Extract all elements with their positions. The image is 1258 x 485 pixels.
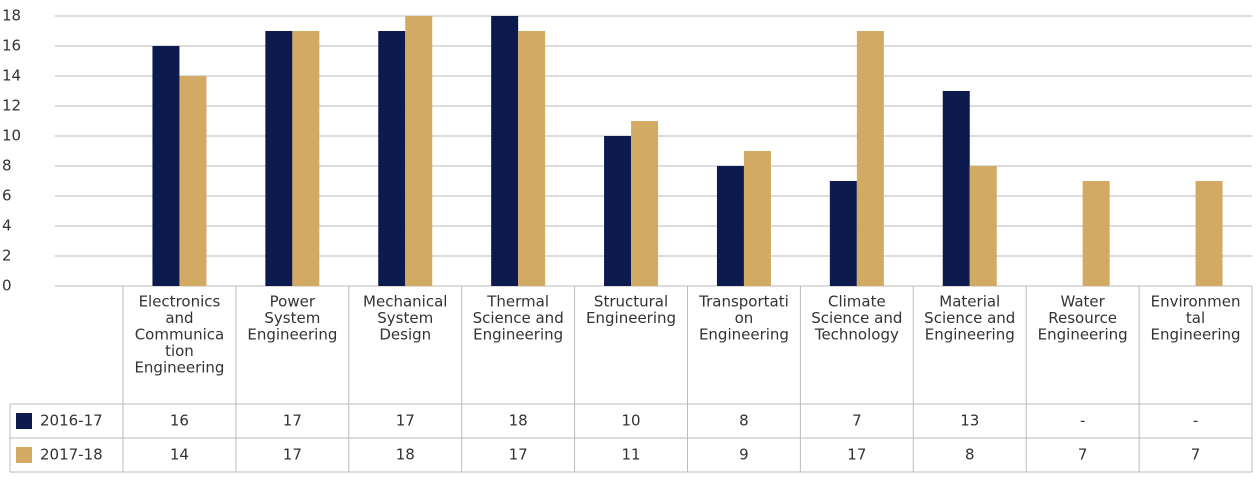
x-tick-label: System <box>264 309 320 327</box>
y-tick-label: 2 <box>2 247 12 265</box>
table-value: 18 <box>396 446 415 464</box>
x-tick-label: Electronics <box>139 293 221 311</box>
x-tick-label: Environmen <box>1151 293 1241 311</box>
bar <box>716 166 744 286</box>
table-value: 7 <box>1078 446 1088 464</box>
table-value: - <box>1193 412 1198 430</box>
bar <box>969 166 997 286</box>
x-tick-label: Engineering <box>473 326 563 344</box>
table-value: 7 <box>1191 446 1201 464</box>
x-tick-label: Science and <box>473 309 564 327</box>
bar <box>292 31 320 286</box>
table-value: 10 <box>622 412 641 430</box>
table-value: - <box>1080 412 1085 430</box>
table-value: 17 <box>283 446 302 464</box>
bar <box>152 46 180 286</box>
x-tick-label: Technology <box>814 326 899 344</box>
y-tick-label: 0 <box>2 277 12 295</box>
bar <box>856 31 884 286</box>
bar <box>491 16 519 286</box>
bar <box>405 16 433 286</box>
y-tick-label: 8 <box>2 157 12 175</box>
table-value: 18 <box>509 412 528 430</box>
y-tick-label: 10 <box>2 127 21 145</box>
bar <box>378 31 406 286</box>
x-tick-label: on <box>735 309 754 327</box>
legend-swatch <box>16 447 32 463</box>
bar <box>631 121 659 286</box>
y-tick-label: 16 <box>2 37 21 55</box>
x-tick-label: Engineering <box>134 359 224 377</box>
x-tick-label: Engineering <box>925 326 1015 344</box>
bar <box>1082 181 1110 286</box>
table-value: 13 <box>960 412 979 430</box>
bar <box>265 31 293 286</box>
bar <box>743 151 771 286</box>
table-value: 17 <box>283 412 302 430</box>
legend-swatch <box>16 413 32 429</box>
bar <box>604 136 632 286</box>
x-tick-label: System <box>377 309 433 327</box>
y-tick-label: 4 <box>2 217 12 235</box>
table-value: 17 <box>396 412 415 430</box>
x-tick-label: Transportati <box>698 293 789 311</box>
table-value: 17 <box>509 446 528 464</box>
x-tick-label: Communica <box>135 326 225 344</box>
table-value: 17 <box>847 446 866 464</box>
bar <box>942 91 970 286</box>
x-tick-label: Thermal <box>486 293 549 311</box>
x-tick-label: Power <box>270 293 316 311</box>
x-tick-label: Design <box>379 326 431 344</box>
x-tick-label: Mechanical <box>363 293 447 311</box>
table-value: 9 <box>739 446 749 464</box>
y-tick-label: 12 <box>2 97 21 115</box>
x-tick-label: Water <box>1060 293 1105 311</box>
x-tick-label: Climate <box>828 293 886 311</box>
x-tick-label: Science and <box>924 309 1015 327</box>
x-tick-label: tal <box>1186 309 1205 327</box>
x-tick-label: tion <box>165 342 194 360</box>
x-tick-label: Science and <box>811 309 902 327</box>
y-tick-label: 14 <box>2 67 21 85</box>
table-value: 14 <box>170 446 189 464</box>
x-tick-label: Resource <box>1048 309 1117 327</box>
bar <box>179 76 207 286</box>
legend-label: 2016-17 <box>40 412 103 430</box>
table-value: 7 <box>852 412 862 430</box>
legend-label: 2017-18 <box>40 446 103 464</box>
x-tick-label: Engineering <box>1151 326 1241 344</box>
bar <box>518 31 546 286</box>
table-value: 11 <box>622 446 641 464</box>
y-tick-label: 6 <box>2 187 12 205</box>
x-tick-label: Engineering <box>699 326 789 344</box>
bar <box>1195 181 1223 286</box>
x-tick-label: Engineering <box>1038 326 1128 344</box>
x-tick-label: Engineering <box>247 326 337 344</box>
table-value: 8 <box>965 446 975 464</box>
table-value: 16 <box>170 412 189 430</box>
x-tick-label: Material <box>939 293 1000 311</box>
x-tick-label: Structural <box>594 293 668 311</box>
x-tick-label: Engineering <box>586 309 676 327</box>
table-value: 8 <box>739 412 749 430</box>
y-tick-label: 18 <box>2 7 21 25</box>
bar <box>829 181 857 286</box>
x-tick-label: and <box>165 309 193 327</box>
